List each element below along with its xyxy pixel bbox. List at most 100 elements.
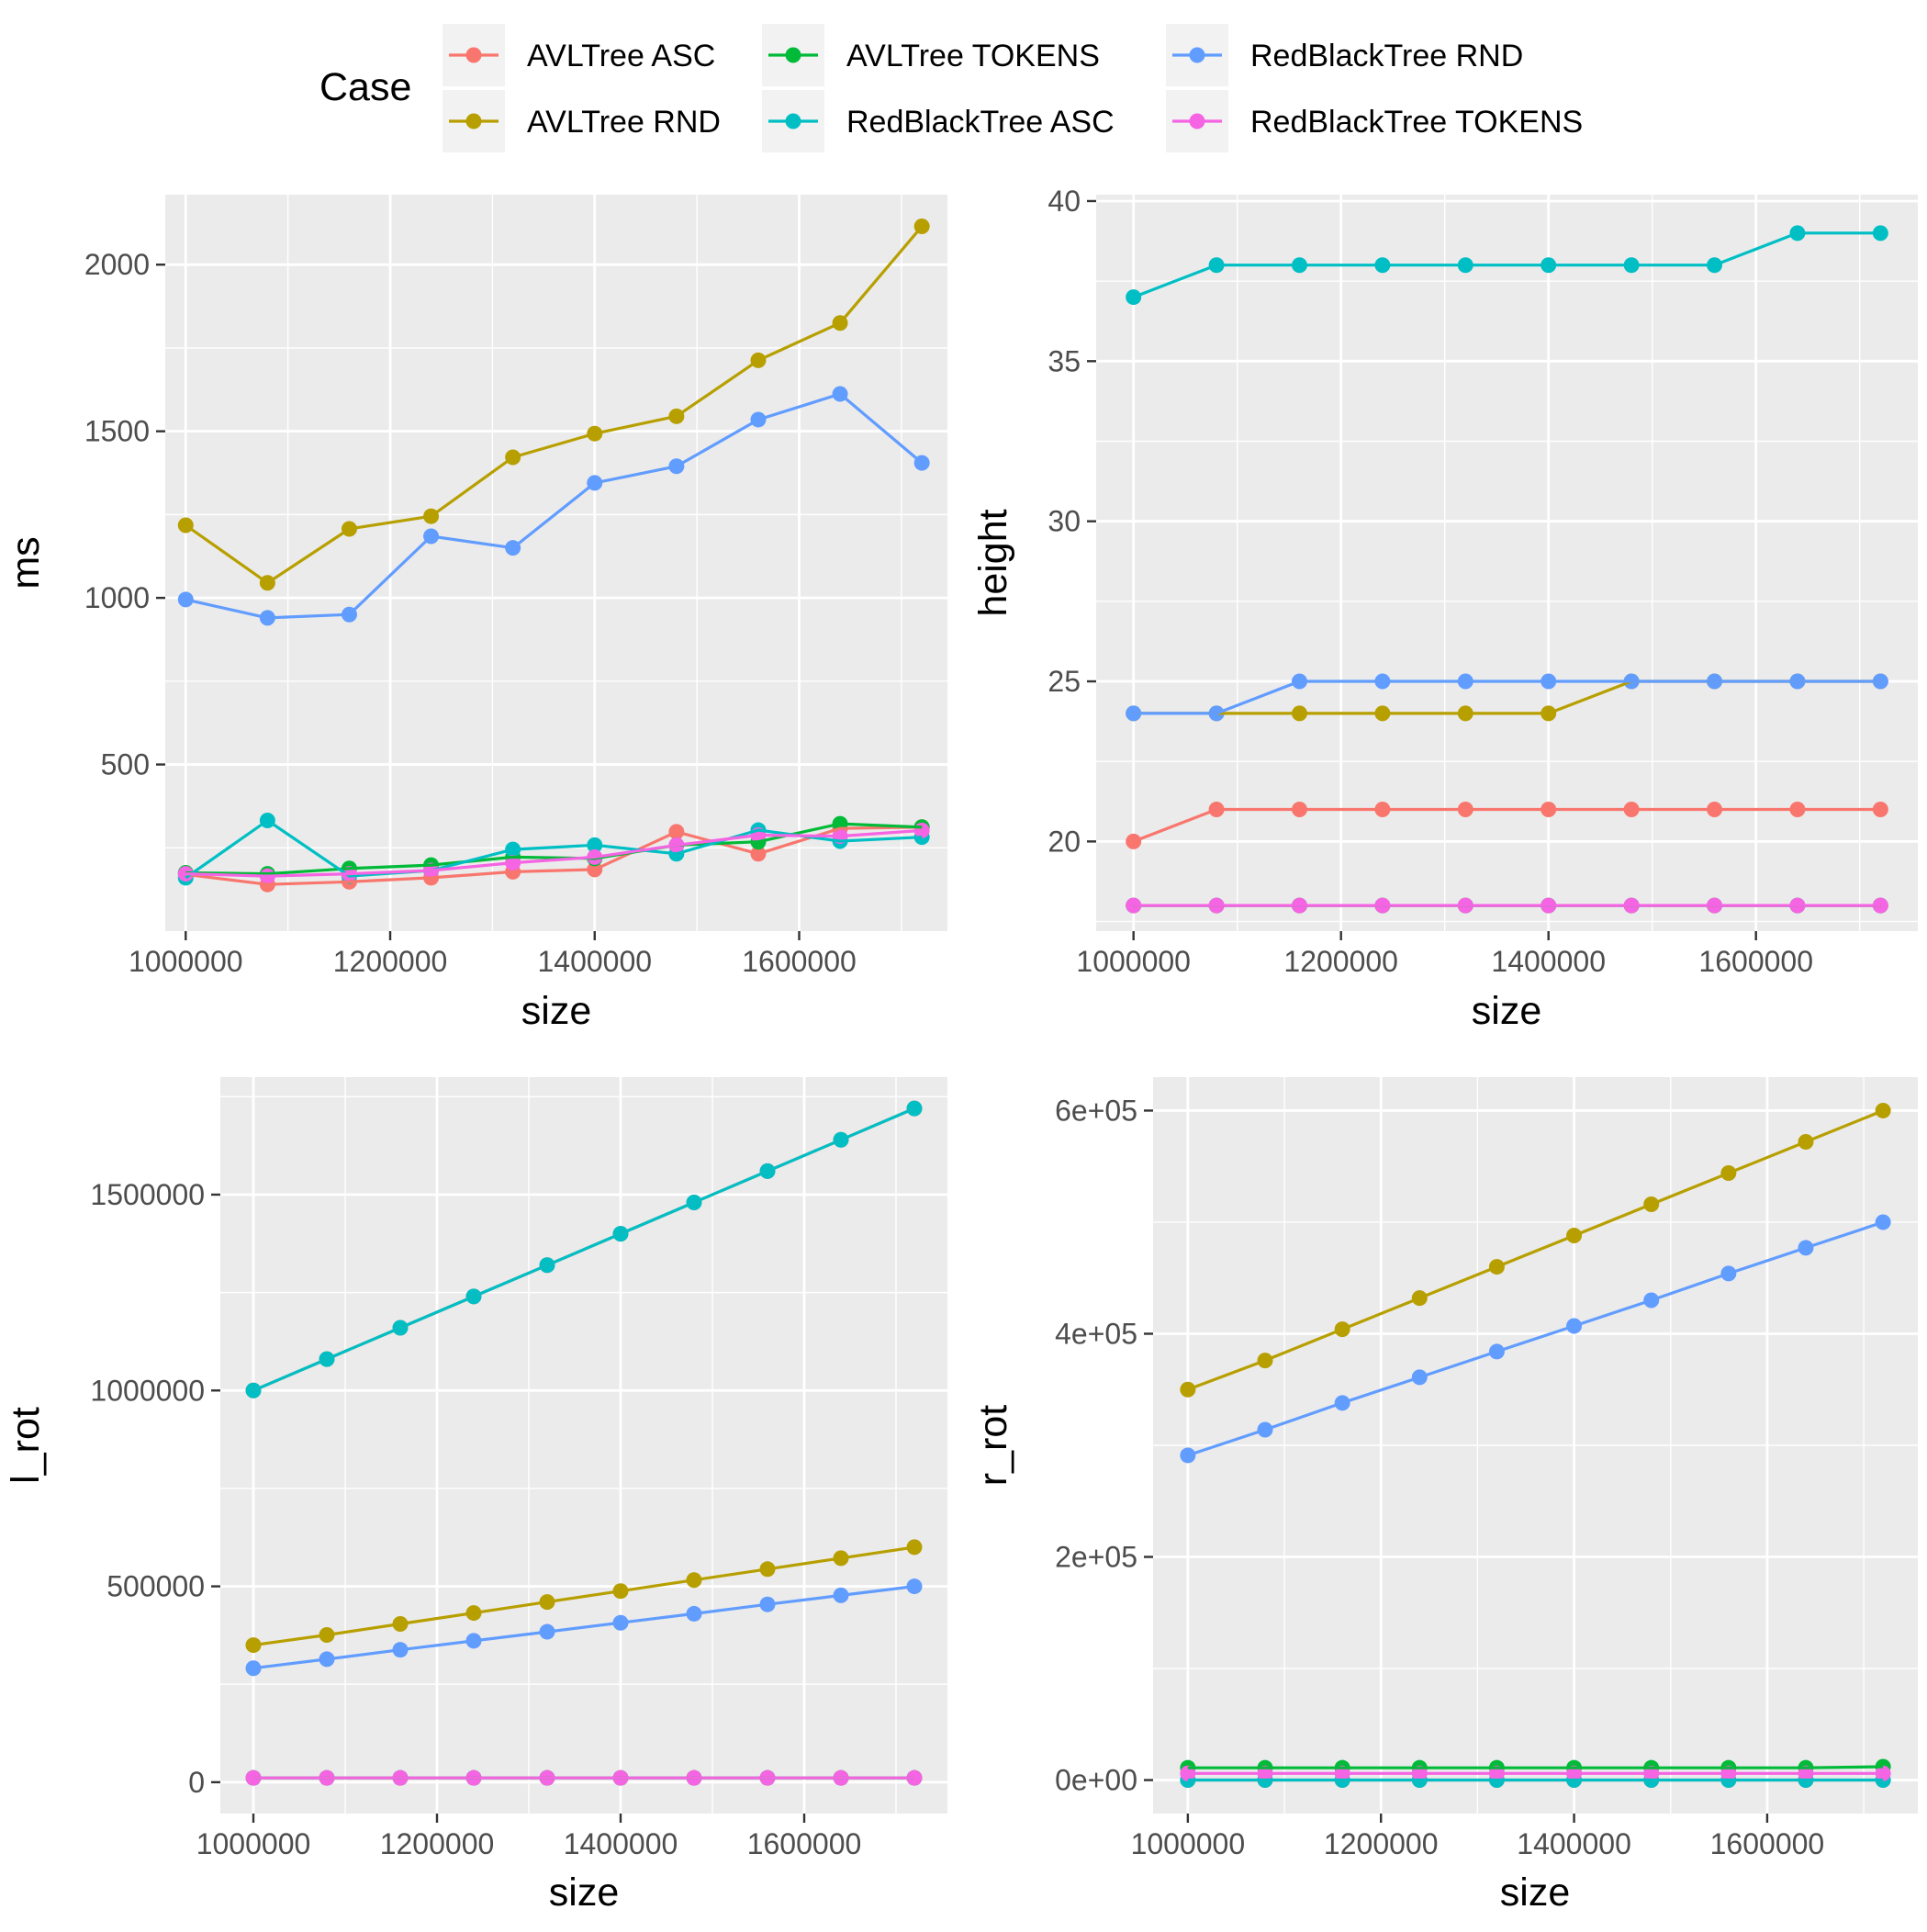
- y-tick-label: 4e+05: [1055, 1317, 1137, 1350]
- series-line: [1133, 680, 1881, 715]
- x-axis-title: size: [521, 989, 591, 1033]
- legend-label: RedBlackTree ASC: [846, 105, 1115, 140]
- series-line: [1187, 1220, 1884, 1457]
- data-point: [1126, 897, 1142, 914]
- data-point: [1875, 1765, 1891, 1781]
- x-tick-label: 1000000: [129, 945, 243, 978]
- y-tick-label: 1000000: [90, 1374, 205, 1407]
- x-tick-label: 1600000: [747, 1827, 862, 1860]
- data-point: [1180, 1765, 1196, 1781]
- data-point: [906, 1578, 923, 1595]
- y-tick-label: 2e+05: [1055, 1541, 1137, 1574]
- y-tick-label: 0: [188, 1766, 205, 1799]
- y-tick-label: 6e+05: [1055, 1094, 1137, 1127]
- x-tick-label: 1400000: [564, 1827, 678, 1860]
- x-tick-label: 1200000: [380, 1827, 495, 1860]
- x-tick-label: 1600000: [1698, 945, 1813, 978]
- legend-label: AVLTree ASC: [527, 39, 715, 73]
- series-group: [1180, 1102, 1891, 1789]
- x-tick-label: 1600000: [1710, 1827, 1825, 1860]
- data-point: [1872, 801, 1888, 817]
- data-point: [245, 1660, 262, 1677]
- x-axis-title: size: [1500, 1870, 1570, 1915]
- panel-background: [1096, 195, 1918, 931]
- legend-label: AVLTree RND: [527, 105, 721, 140]
- data-point: [1126, 289, 1142, 306]
- y-tick-label: 1000: [84, 581, 150, 614]
- panel-background: [220, 1077, 947, 1814]
- data-point: [177, 866, 194, 882]
- data-point: [1126, 705, 1142, 722]
- y-tick-label: 25: [1048, 665, 1081, 698]
- series-line: [252, 1106, 915, 1392]
- data-point: [1180, 1447, 1196, 1464]
- y-tick-label: 1500: [84, 415, 150, 448]
- series-group: [177, 218, 930, 893]
- legend-key-point: [1189, 113, 1205, 129]
- y-tick-label: 35: [1048, 344, 1081, 377]
- data-point: [1126, 833, 1142, 849]
- series-line: [1133, 231, 1881, 299]
- x-tick-label: 1200000: [333, 945, 448, 978]
- y-tick-label: 500000: [106, 1570, 205, 1603]
- x-tick-label: 1000000: [1076, 945, 1191, 978]
- series-line: [185, 392, 924, 620]
- panel-1: 1000000 1200000 1400000 1600000 500 1000 1500 2…: [4, 195, 947, 1033]
- legend-label: AVLTree TOKENS: [846, 39, 1100, 73]
- legend-key-point: [465, 47, 482, 63]
- series-line: [1187, 1109, 1884, 1391]
- legend-key-point: [1189, 47, 1205, 63]
- y-axis-title: ms: [4, 536, 48, 589]
- series-line: [252, 1545, 915, 1647]
- legend-label: RedBlackTree RND: [1250, 39, 1523, 73]
- x-tick-label: 1200000: [1283, 945, 1398, 978]
- y-axis-title: r_rot: [971, 1405, 1015, 1486]
- data-point: [1872, 225, 1888, 242]
- series-line: [185, 822, 923, 876]
- data-point: [177, 591, 194, 608]
- panel-4: 1000000 1200000 1400000 1600000 0e+00 2e+05 4e…: [971, 1077, 1918, 1915]
- y-axis-title: l_rot: [4, 1407, 48, 1484]
- legend-key-point: [465, 113, 482, 129]
- legend-key-point: [785, 113, 801, 129]
- x-tick-label: 1400000: [1517, 1827, 1631, 1860]
- series-line: [185, 225, 924, 585]
- series-line: [1187, 1765, 1884, 1769]
- y-tick-label: 2000: [84, 248, 150, 281]
- legend-title: Case: [319, 65, 411, 109]
- x-tick-label: 1400000: [537, 945, 652, 978]
- panel-background: [165, 195, 947, 931]
- data-point: [1180, 1381, 1196, 1398]
- x-tick-label: 1000000: [196, 1827, 311, 1860]
- legend: Case AVLTree ASC AVLTree RND AVLTree TOKEN…: [319, 24, 1583, 152]
- x-axis-title: size: [549, 1870, 619, 1915]
- series-line: [1133, 807, 1881, 843]
- series-line: [185, 826, 923, 886]
- x-tick-label: 1600000: [742, 945, 857, 978]
- panel-3: 1000000 1200000 1400000 1600000 0 500000 10000…: [4, 1077, 947, 1915]
- series-avltree-rnd: [245, 1539, 923, 1654]
- y-tick-label: 500: [101, 748, 150, 781]
- series-line: [185, 828, 923, 878]
- series-group: [1126, 225, 1888, 914]
- y-axis-title: height: [971, 509, 1015, 616]
- y-tick-label: 0e+00: [1055, 1764, 1137, 1797]
- series-line: [252, 1585, 915, 1670]
- panel-2: 1000000 1200000 1400000 1600000 20 25 30 35 40 si…: [971, 185, 1918, 1033]
- data-point: [1875, 1102, 1891, 1118]
- y-tick-label: 30: [1048, 505, 1081, 538]
- data-point: [1875, 1214, 1891, 1230]
- legend-label: RedBlackTree TOKENS: [1250, 105, 1583, 140]
- x-tick-label: 1200000: [1324, 1827, 1439, 1860]
- y-tick-label: 1500000: [90, 1178, 205, 1211]
- data-point: [1872, 673, 1888, 690]
- x-tick-label: 1400000: [1491, 945, 1606, 978]
- y-tick-label: 40: [1048, 185, 1081, 218]
- x-tick-label: 1000000: [1131, 1827, 1246, 1860]
- y-tick-label: 20: [1048, 825, 1081, 858]
- series-group: [245, 1100, 923, 1786]
- data-point: [1872, 897, 1888, 914]
- legend-key-point: [785, 47, 801, 63]
